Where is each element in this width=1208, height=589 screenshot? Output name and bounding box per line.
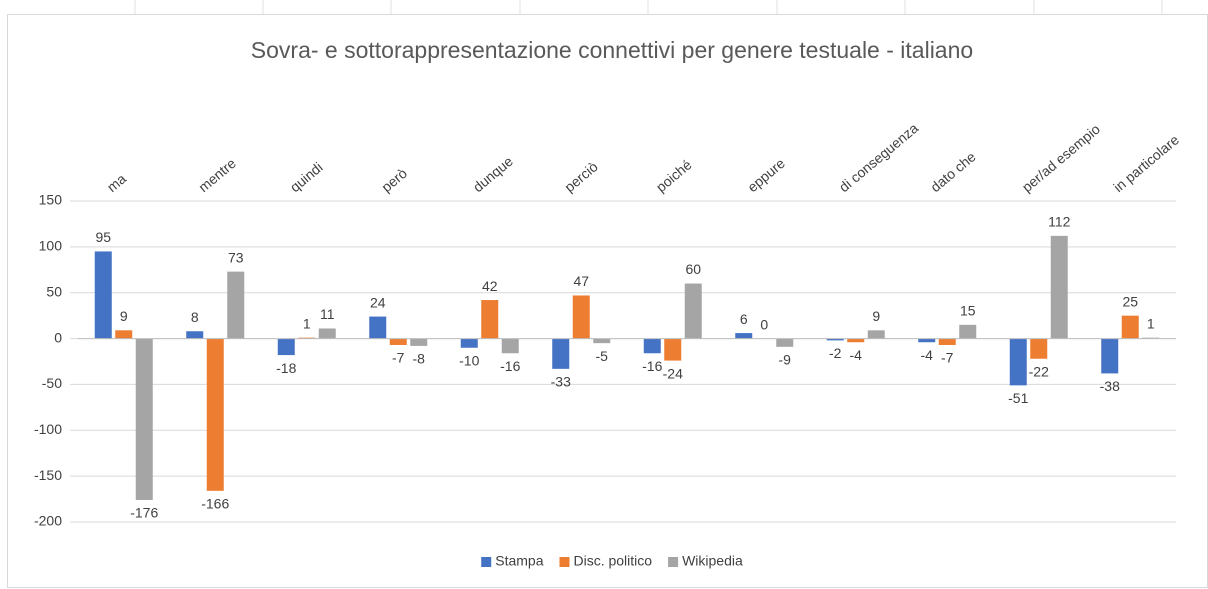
data-label: -2 bbox=[829, 345, 842, 361]
bar bbox=[410, 338, 428, 346]
y-tick-label: 150 bbox=[39, 192, 63, 208]
bar bbox=[664, 338, 682, 361]
data-label: -18 bbox=[276, 360, 296, 376]
bar bbox=[552, 338, 570, 369]
bar bbox=[206, 338, 224, 491]
y-tick-label: -200 bbox=[34, 513, 62, 529]
data-label: 112 bbox=[1048, 214, 1071, 230]
bar bbox=[1121, 315, 1139, 339]
data-label: 60 bbox=[685, 261, 701, 277]
data-label: 1 bbox=[1147, 315, 1155, 331]
legend-swatch bbox=[481, 557, 492, 567]
data-label: -8 bbox=[413, 351, 426, 367]
bar bbox=[135, 338, 153, 500]
legend-swatch bbox=[668, 557, 679, 567]
legend-label: Wikipedia bbox=[682, 553, 743, 569]
bar bbox=[938, 338, 956, 345]
data-label: 11 bbox=[320, 306, 335, 322]
y-tick-label: -150 bbox=[34, 467, 62, 483]
bar bbox=[369, 316, 387, 339]
bar bbox=[1009, 338, 1027, 386]
bar bbox=[389, 338, 407, 345]
data-label: -16 bbox=[642, 358, 662, 374]
bar bbox=[918, 338, 936, 343]
bar bbox=[277, 338, 295, 356]
data-label: -51 bbox=[1008, 390, 1028, 406]
bar bbox=[1101, 338, 1119, 374]
data-label: -9 bbox=[779, 352, 792, 368]
y-tick-label: -100 bbox=[34, 421, 62, 437]
bar bbox=[115, 330, 133, 339]
data-label: -176 bbox=[130, 505, 158, 521]
data-label: 73 bbox=[228, 249, 244, 265]
bar bbox=[94, 251, 112, 339]
data-label: 0 bbox=[760, 316, 768, 332]
bar bbox=[867, 330, 885, 339]
bar bbox=[572, 295, 590, 339]
data-label: -24 bbox=[663, 365, 683, 381]
bar bbox=[735, 333, 753, 339]
bar bbox=[643, 338, 661, 354]
y-tick-label: 100 bbox=[39, 238, 63, 254]
data-label: -166 bbox=[201, 496, 229, 512]
y-tick-label: 50 bbox=[46, 283, 62, 299]
bar bbox=[501, 338, 519, 354]
y-tick-label: 0 bbox=[54, 329, 62, 345]
bar bbox=[318, 328, 336, 339]
data-label: 1 bbox=[303, 315, 311, 331]
data-label: -7 bbox=[941, 350, 954, 366]
data-label: -38 bbox=[1100, 378, 1120, 394]
legend: Stampa Disc. politico Wikipedia bbox=[481, 553, 743, 569]
bar bbox=[227, 271, 245, 339]
bar bbox=[684, 283, 702, 339]
bar bbox=[481, 300, 499, 339]
data-label: 42 bbox=[482, 278, 498, 294]
bar bbox=[847, 338, 865, 343]
chart-title: Sovra- e sottorappresentazione connettiv… bbox=[251, 37, 973, 63]
legend-swatch bbox=[559, 557, 570, 567]
bar bbox=[826, 338, 844, 341]
bar bbox=[186, 331, 204, 339]
data-label: 6 bbox=[740, 311, 748, 327]
data-label: 47 bbox=[573, 273, 589, 289]
data-label: 95 bbox=[95, 229, 111, 245]
bar bbox=[959, 324, 977, 339]
sheet-cell-lines bbox=[134, 0, 1163, 14]
data-label: 9 bbox=[872, 308, 880, 324]
data-label: -4 bbox=[921, 347, 934, 363]
data-label: -10 bbox=[459, 352, 479, 368]
data-label: 25 bbox=[1122, 293, 1138, 309]
data-label: 24 bbox=[370, 294, 386, 310]
data-label: 15 bbox=[960, 303, 976, 319]
data-label: 9 bbox=[120, 308, 128, 324]
bar bbox=[1050, 235, 1068, 339]
bar bbox=[776, 338, 794, 347]
y-tick-label: -50 bbox=[42, 375, 62, 391]
legend-label: Stampa bbox=[495, 553, 543, 569]
data-label: -7 bbox=[392, 350, 405, 366]
data-label: -5 bbox=[596, 348, 609, 364]
bar bbox=[460, 338, 478, 348]
legend-label: Disc. politico bbox=[573, 553, 652, 569]
data-label: -33 bbox=[551, 374, 571, 390]
bar bbox=[593, 338, 611, 344]
data-label: -4 bbox=[850, 347, 863, 363]
data-label: -16 bbox=[500, 358, 520, 374]
data-label: -22 bbox=[1029, 363, 1049, 379]
bar bbox=[1030, 338, 1048, 359]
data-label: 8 bbox=[191, 309, 199, 325]
